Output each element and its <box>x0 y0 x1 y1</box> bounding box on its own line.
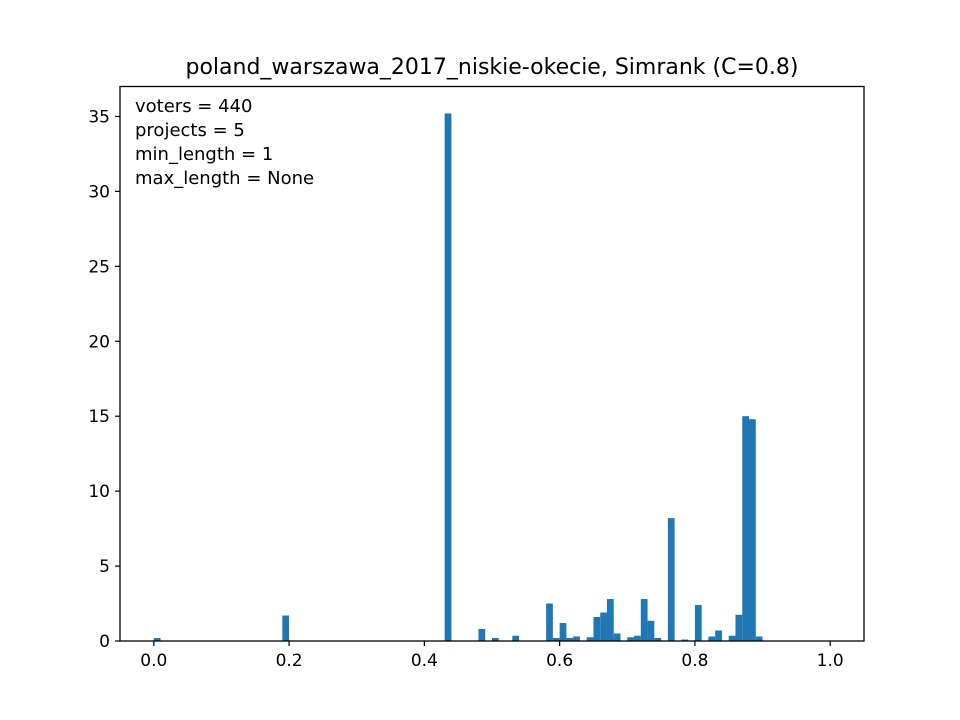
x-tick-label-2: 0.4 <box>411 651 438 671</box>
histogram-bar-16 <box>627 637 635 641</box>
histogram-bar-25 <box>715 630 722 641</box>
histogram-bar-26 <box>728 635 736 641</box>
histogram-bar-11 <box>586 637 594 641</box>
annotation-box: voters = 440 projects = 5 min_length = 1… <box>135 96 314 189</box>
bars-group <box>153 113 763 642</box>
histogram-bar-1 <box>282 615 290 641</box>
y-tick-label-3: 15 <box>88 407 110 427</box>
y-tick-label-7: 35 <box>88 107 110 127</box>
histogram-bar-19 <box>647 620 655 641</box>
histogram-bar-14 <box>606 599 614 641</box>
histogram-bar-7 <box>552 638 560 641</box>
histogram-bar-10 <box>573 636 580 641</box>
y-tick-label-6: 30 <box>88 182 110 202</box>
histogram-bar-9 <box>566 638 574 641</box>
histogram-bar-4 <box>492 638 499 641</box>
histogram-bar-2 <box>444 113 452 642</box>
y-tick-label-5: 25 <box>88 257 110 277</box>
histogram-bar-21 <box>667 518 675 641</box>
x-axis-ticks: 0.0 0.2 0.4 0.6 0.8 1.0 <box>140 641 844 671</box>
y-tick-label-1: 5 <box>99 557 110 577</box>
x-tick-label-0: 0.0 <box>140 651 167 671</box>
histogram-bar-17 <box>634 635 641 641</box>
histogram-bar-6 <box>546 603 553 641</box>
annotation-min-length: min_length = 1 <box>135 144 273 165</box>
histogram-bar-8 <box>559 623 567 641</box>
x-tick-label-4: 0.8 <box>681 651 708 671</box>
histogram-bar-0 <box>153 638 161 641</box>
histogram-bar-22 <box>681 639 689 641</box>
annotation-max-length: max_length = None <box>135 168 314 189</box>
annotation-voters: voters = 440 <box>135 96 252 117</box>
histogram-bar-18 <box>640 599 648 641</box>
x-tick-label-1: 0.2 <box>276 651 303 671</box>
chart-title: poland_warszawa_2017_niskie-okecie, Simr… <box>186 55 799 80</box>
x-tick-label-3: 0.6 <box>546 651 573 671</box>
y-tick-label-4: 20 <box>88 332 110 352</box>
histogram-bar-27 <box>735 614 743 641</box>
histogram-bar-13 <box>600 612 607 641</box>
histogram-bar-20 <box>654 638 662 641</box>
histogram-bar-29 <box>749 419 756 641</box>
histogram-bar-12 <box>593 617 601 641</box>
histogram-bar-28 <box>742 416 750 641</box>
histogram-bar-15 <box>613 633 621 641</box>
histogram-bar-24 <box>708 636 716 641</box>
y-axis-ticks: 0 5 10 15 20 25 30 35 <box>88 107 120 652</box>
y-tick-label-0: 0 <box>99 632 110 652</box>
x-tick-label-5: 1.0 <box>817 651 844 671</box>
histogram-bar-23 <box>694 605 702 641</box>
plot-frame <box>119 85 865 642</box>
histogram-bar-3 <box>478 629 486 641</box>
annotation-projects: projects = 5 <box>135 120 245 141</box>
y-tick-label-2: 10 <box>88 482 110 502</box>
histogram-bar-30 <box>755 636 763 641</box>
histogram-bar-5 <box>512 635 520 641</box>
